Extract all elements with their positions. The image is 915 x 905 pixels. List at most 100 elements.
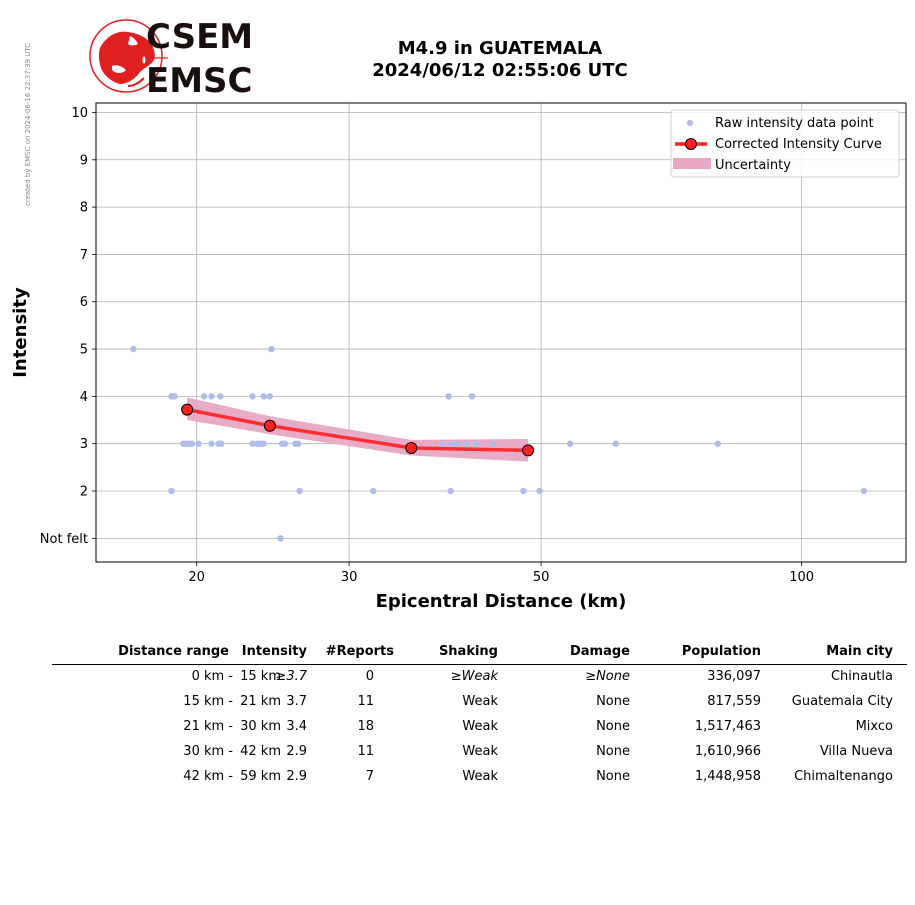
legend-entry-label: Uncertainty	[715, 158, 791, 173]
cell-damage: None	[596, 694, 630, 709]
chart-title-line1: M4.9 in GUATEMALA	[397, 38, 603, 59]
table-header-row: Distance range Intensity #Reports Shakin…	[52, 640, 907, 665]
corrected-curve-marker	[181, 403, 194, 416]
raw-intensity-point	[468, 393, 476, 400]
table-row: 42 km - 59 km 2.9 7 Weak None 1,448,958 Chimalt…	[52, 765, 907, 790]
cell-distance-to: 15 km	[240, 669, 281, 684]
raw-intensity-point	[472, 440, 479, 447]
logo-text-emsc: EMSC	[146, 61, 253, 101]
cell-distance-from: 0 km -	[191, 669, 233, 684]
corrected-curve-marker	[522, 444, 535, 457]
cell-main-city: Chinautla	[830, 669, 893, 684]
cell-distance-to: 21 km	[240, 694, 281, 709]
chart-title-line2: 2024/06/12 02:55:06 UTC	[372, 60, 628, 81]
header-distance-range: Distance range	[118, 644, 229, 659]
y-tick-label: Not felt	[40, 532, 88, 547]
cell-reports: 0	[365, 669, 374, 684]
cell-distance-to: 59 km	[240, 769, 281, 784]
cell-reports: 7	[365, 769, 374, 784]
raw-intensity-point	[195, 440, 202, 447]
cell-main-city: Villa Nueva	[819, 744, 893, 759]
header-damage: Damage	[569, 644, 630, 659]
cell-shaking: Weak	[462, 694, 498, 709]
x-axis-label: Epicentral Distance (km)	[376, 591, 627, 612]
raw-intensity-point	[294, 440, 302, 447]
cell-damage: None	[596, 769, 630, 784]
raw-intensity-point	[536, 487, 543, 495]
raw-intensity-point	[260, 393, 267, 400]
raw-points-layer	[130, 345, 868, 542]
y-tick-label: 7	[80, 248, 88, 263]
globe-icon	[89, 19, 168, 93]
legend-entry-label: Corrected Intensity Curve	[715, 137, 882, 152]
raw-intensity-point	[448, 440, 455, 447]
raw-intensity-point	[171, 393, 178, 400]
raw-intensity-point	[454, 440, 461, 447]
cell-intensity: 2.9	[286, 744, 307, 759]
cell-intensity: 3.7	[286, 694, 307, 709]
raw-intensity-point	[520, 487, 527, 495]
cell-main-city: Chimaltenango	[794, 769, 893, 784]
x-tick-label: 100	[789, 570, 814, 585]
header-shaking: Shaking	[438, 644, 498, 659]
raw-intensity-point	[489, 440, 497, 447]
corrected-curve-marker	[405, 441, 418, 454]
cell-shaking: ≥Weak	[450, 669, 498, 684]
raw-intensity-point	[218, 440, 225, 447]
uncertainty-band	[187, 397, 529, 462]
raw-intensity-point	[370, 487, 377, 495]
cell-population: 817,559	[707, 694, 761, 709]
cell-distance-from: 42 km -	[183, 769, 233, 784]
csem-emsc-logo: CSEM EMSC	[88, 18, 258, 98]
y-tick-label: 4	[80, 390, 88, 405]
y-tick-label: 9	[80, 153, 88, 168]
legend-uncertainty-swatch	[673, 158, 711, 169]
y-tick-label: 10	[71, 106, 88, 121]
raw-intensity-point	[217, 393, 224, 400]
y-axis-label: Intensity	[10, 287, 31, 378]
raw-intensity-point	[612, 440, 620, 447]
intensity-chart: Not felt 2 3 4 5 6 7 8 9 10 20 30 50 100 Epicentral D…	[10, 102, 907, 612]
cell-intensity: ≥3.7	[275, 669, 307, 684]
axis-ticks: Not felt 2 3 4 5 6 7 8 9 10 20 30 50 100	[40, 106, 814, 585]
raw-intensity-point	[860, 487, 868, 495]
raw-intensity-point	[277, 535, 284, 542]
cell-damage: None	[596, 744, 630, 759]
raw-intensity-point	[566, 440, 574, 447]
y-tick-label: 8	[80, 201, 88, 216]
cell-main-city: Mixco	[855, 719, 893, 734]
y-tick-label: 6	[80, 295, 88, 310]
header-intensity: Intensity	[241, 644, 307, 659]
header-reports: #Reports	[325, 644, 394, 659]
raw-intensity-point	[296, 487, 303, 495]
corrected-curve-marker	[263, 419, 276, 432]
uncertainty-band-layer	[187, 397, 529, 462]
plot-frame	[95, 102, 907, 563]
cell-population: 1,517,463	[694, 719, 761, 734]
raw-intensity-point	[281, 440, 289, 447]
cell-distance-from: 15 km -	[183, 694, 233, 709]
cell-population: 1,448,958	[694, 769, 761, 784]
cell-main-city: Guatemala City	[791, 694, 893, 709]
table-row: 15 km - 21 km 3.7 11 Weak None 817,559 Guatemal…	[52, 690, 907, 715]
raw-intensity-point	[208, 393, 215, 400]
raw-intensity-point	[268, 345, 275, 353]
cell-distance-to: 42 km	[240, 744, 281, 759]
corrected-intensity-curve	[186, 407, 529, 453]
cell-population: 1,610,966	[694, 744, 761, 759]
cell-population: 336,097	[707, 669, 761, 684]
cell-distance-from: 30 km -	[183, 744, 233, 759]
raw-intensity-point	[200, 393, 208, 400]
header-population: Population	[681, 644, 761, 659]
cell-reports: 18	[357, 719, 374, 734]
x-tick-label: 50	[533, 570, 550, 585]
raw-intensity-point	[249, 440, 256, 447]
cell-reports: 11	[357, 744, 374, 759]
table-row: 21 km - 30 km 3.4 18 Weak None 1,517,463 Mixco	[52, 715, 907, 740]
curve-layer	[181, 403, 535, 457]
raw-intensity-point	[249, 393, 256, 400]
header-main-city: Main city	[826, 644, 893, 659]
raw-intensity-point	[168, 487, 175, 495]
legend-curve-marker	[685, 138, 697, 150]
raw-intensity-point	[445, 393, 452, 400]
